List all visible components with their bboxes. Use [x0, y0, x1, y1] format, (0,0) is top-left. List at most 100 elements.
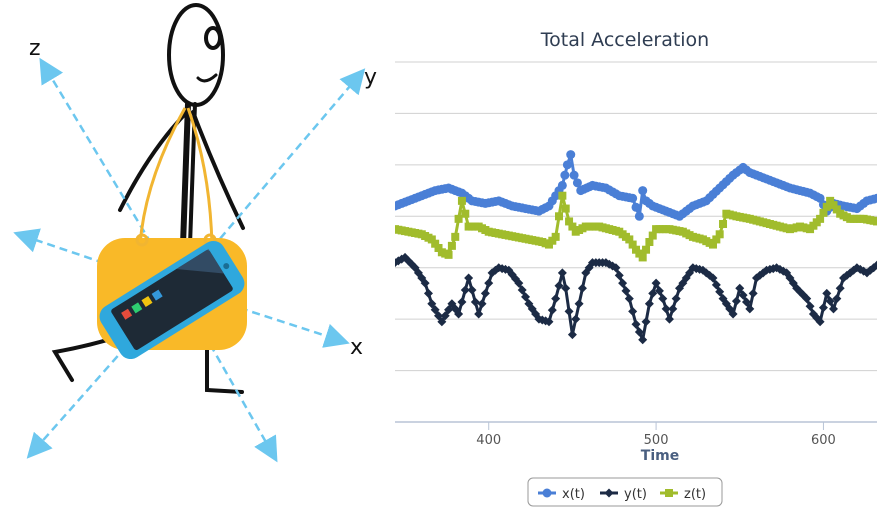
- data-point: [558, 191, 567, 200]
- data-point: [651, 278, 661, 288]
- data-point: [427, 299, 437, 309]
- data-point: [828, 304, 838, 314]
- data-point: [484, 278, 494, 288]
- data-point: [638, 186, 648, 196]
- data-point: [712, 235, 721, 244]
- data-point: [826, 196, 835, 205]
- data-point: [642, 245, 651, 254]
- axis-y-label: y: [364, 65, 377, 90]
- legend-item[interactable]: z(t): [660, 487, 706, 502]
- data-point: [569, 170, 579, 180]
- data-point: [628, 193, 638, 203]
- data-point: [862, 268, 872, 278]
- data-point: [611, 263, 621, 273]
- data-point: [624, 294, 634, 304]
- data-point: [654, 286, 664, 296]
- data-point: [444, 250, 453, 259]
- data-point: [562, 160, 572, 170]
- figure-arm-right: [191, 110, 245, 230]
- data-point: [410, 263, 420, 273]
- chart-gridlines: [395, 61, 877, 423]
- data-point: [608, 261, 618, 271]
- data-point: [437, 317, 447, 327]
- data-point: [547, 305, 557, 315]
- legend-label: y(t): [624, 487, 647, 502]
- data-point: [551, 294, 561, 304]
- axis-z-label: z: [29, 36, 41, 61]
- data-point: [521, 292, 531, 302]
- phone-screen-glare: [176, 248, 224, 274]
- data-point: [427, 235, 436, 244]
- phone-app-icon: [141, 295, 153, 307]
- figure-head: [167, 3, 225, 107]
- data-point: [668, 304, 678, 314]
- data-point: [819, 208, 828, 217]
- data-point: [829, 201, 838, 210]
- data-point: [628, 306, 638, 316]
- data-point: [645, 238, 654, 246]
- data-point: [524, 299, 534, 309]
- data-point: [564, 306, 574, 316]
- data-point: [560, 170, 570, 180]
- data-point: [772, 263, 782, 273]
- data-point: [565, 217, 574, 226]
- data-point: [454, 309, 464, 319]
- data-point: [715, 287, 725, 297]
- data-point: [561, 283, 571, 293]
- x-axis-title: Time: [641, 448, 679, 464]
- data-point: [638, 335, 648, 345]
- data-point: [554, 281, 564, 291]
- x-axis-ticks: 400 500 600: [476, 422, 836, 448]
- data-point: [467, 285, 477, 295]
- data-point: [671, 294, 681, 304]
- data-point: [816, 214, 825, 223]
- data-point: [715, 230, 724, 239]
- data-point: [748, 288, 758, 298]
- data-point: [420, 278, 430, 288]
- data-point: [430, 305, 440, 315]
- phone-app-icon: [131, 302, 143, 314]
- data-point: [444, 305, 454, 315]
- bag-strap-left: [138, 107, 187, 246]
- data-point: [434, 244, 443, 252]
- data-point: [802, 294, 812, 304]
- figure-smile: [196, 73, 218, 83]
- figure-torso: [180, 101, 191, 248]
- data-point: [464, 273, 474, 283]
- legend-label: x(t): [562, 487, 585, 502]
- data-point: [568, 222, 577, 231]
- data-point: [480, 288, 490, 298]
- data-point: [571, 314, 581, 324]
- data-point: [738, 290, 748, 300]
- data-point: [711, 280, 721, 290]
- data-point: [815, 317, 825, 327]
- data-point: [460, 285, 470, 295]
- data-point: [625, 235, 634, 244]
- data-point: [872, 260, 877, 270]
- data-point: [741, 297, 751, 307]
- data-point: [719, 220, 728, 228]
- data-point: [621, 286, 631, 296]
- data-point: [648, 231, 657, 240]
- legend-item[interactable]: x(t): [538, 487, 585, 502]
- data-point: [675, 283, 685, 293]
- data-point: [634, 327, 644, 337]
- data-point: [648, 288, 658, 298]
- data-point: [745, 304, 755, 314]
- data-point: [440, 311, 450, 321]
- data-point: [461, 209, 470, 218]
- axis-y-neg-arrow: [26, 287, 179, 459]
- data-point: [477, 299, 487, 309]
- legend-marker: [665, 489, 673, 497]
- data-point: [822, 288, 832, 298]
- acceleration-chart: Total Acceleration 400 500 600 Time x(t) y(…: [395, 29, 877, 507]
- data-point: [825, 296, 835, 306]
- data-point: [581, 268, 591, 278]
- data-point: [514, 278, 524, 288]
- legend-item[interactable]: y(t): [600, 487, 647, 502]
- chart-title: Total Acceleration: [540, 29, 709, 51]
- data-point: [577, 283, 587, 293]
- data-point: [661, 304, 671, 314]
- data-point: [681, 273, 691, 283]
- data-point: [822, 202, 831, 211]
